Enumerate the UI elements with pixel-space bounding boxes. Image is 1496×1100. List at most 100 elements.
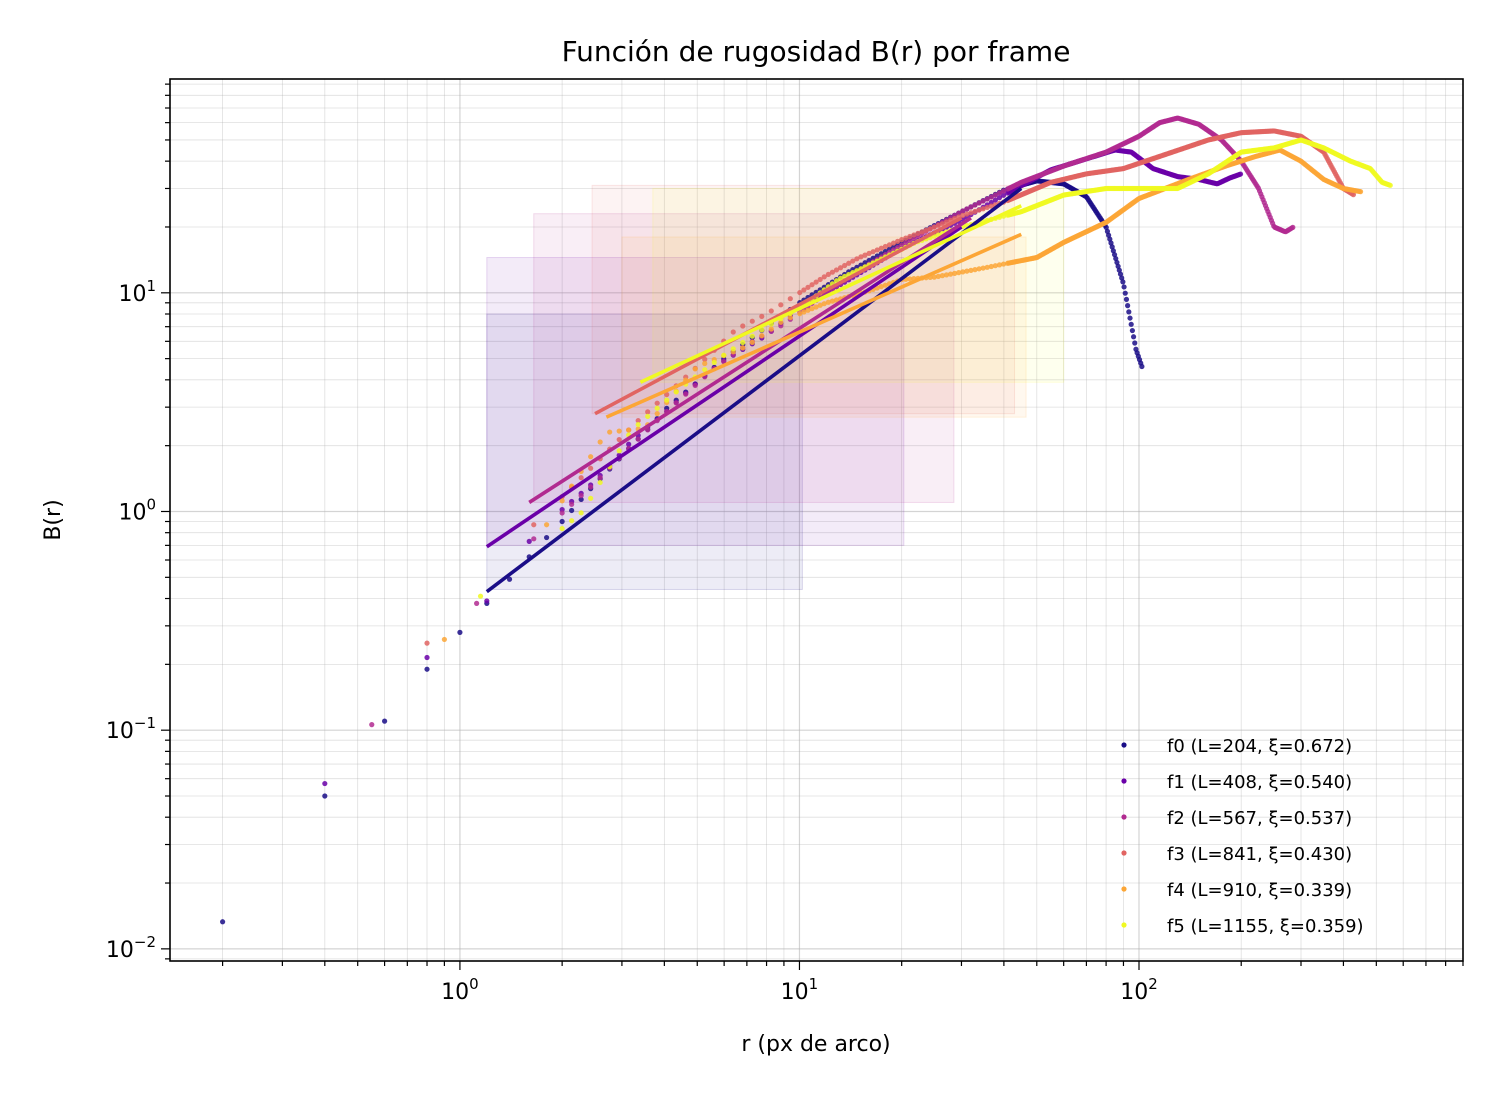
data-point-f2: [683, 391, 689, 397]
data-point-f3: [805, 284, 811, 290]
data-point-f0: [544, 534, 550, 541]
fit-line-f3: [594, 216, 963, 416]
data-point-f0: [1132, 340, 1138, 346]
data-point-f3: [702, 356, 708, 362]
data-point-f3: [866, 250, 872, 256]
data-point-f3: [664, 391, 670, 398]
data-point-f3: [931, 224, 937, 230]
y-tick-label: 100: [118, 495, 156, 525]
data-point-f3: [988, 203, 994, 209]
data-point-f4: [976, 266, 982, 272]
range-box-f4: [621, 236, 1027, 418]
data-point-f3: [927, 226, 933, 232]
data-point-f3: [862, 252, 868, 258]
data-point-f3: [890, 240, 897, 246]
data-point-f0: [1120, 279, 1126, 285]
legend-label: f2 (L=567, ξ=0.537): [1167, 808, 1352, 829]
data-point-f3: [825, 271, 831, 278]
legend-label: f0 (L=204, ξ=0.672): [1167, 736, 1352, 757]
axis-ticks: 100 101 102 10−2 10−1 100 101: [106, 83, 1464, 1005]
data-point-f0: [1121, 284, 1127, 290]
legend-item-f3: f3 (L=841, ξ=0.430): [1121, 844, 1352, 865]
data-point-f3: [874, 247, 880, 253]
data-point-f4: [692, 366, 698, 372]
data-point-f3: [923, 227, 929, 233]
data-point-f0: [457, 629, 463, 635]
data-point-f4: [809, 306, 815, 312]
data-point-f0: [220, 919, 226, 925]
data-point-f5: [664, 397, 670, 403]
data-point-f3: [842, 262, 848, 269]
data-point-f2: [996, 190, 1003, 196]
y-tick-label: 101: [118, 277, 156, 307]
data-point-f4: [597, 439, 603, 445]
data-point-f3: [911, 232, 917, 238]
plot-frame: [169, 78, 1464, 962]
data-point-f3: [616, 436, 622, 443]
data-point-f3: [858, 254, 864, 260]
data-point-f3: [899, 237, 905, 243]
data-point-f3: [919, 229, 925, 235]
data-point-f3: [787, 296, 793, 302]
data-point-f4: [441, 636, 447, 643]
data-point-f0: [1139, 363, 1145, 370]
data-point-f4: [544, 522, 550, 528]
data-point-f3: [424, 640, 430, 646]
data-point-f2: [968, 204, 974, 210]
data-point-f2: [956, 210, 962, 216]
data-point-f4: [821, 301, 827, 307]
fit-lines: [485, 187, 1023, 594]
x-tick-label: 102: [1120, 975, 1158, 1005]
data-point-f4: [980, 265, 986, 271]
data-point-f3: [886, 242, 893, 248]
data-point-f3: [817, 276, 823, 283]
series-f5: [477, 137, 1393, 599]
data-point-f4: [943, 272, 950, 278]
data-point-f2: [692, 382, 698, 389]
data-point-f4: [749, 339, 755, 345]
data-point-f4: [616, 428, 622, 434]
series-f4: [441, 147, 1364, 643]
data-point-f2: [597, 475, 603, 481]
data-point-f3: [984, 204, 990, 211]
data-point-f4: [996, 262, 1003, 268]
x-axis-label: r (px de arco): [741, 1032, 890, 1057]
data-point-f4: [817, 302, 823, 308]
data-point-f4: [768, 326, 774, 332]
data-point-f3: [578, 475, 584, 481]
data-point-f5: [597, 479, 603, 486]
data-point-f3: [935, 222, 941, 229]
legend-item-f4: f4 (L=910, ξ=0.339): [1121, 880, 1352, 901]
data-point-f4: [931, 274, 937, 280]
data-point-f5: [730, 346, 736, 352]
data-point-f5: [477, 593, 484, 599]
data-point-f3: [915, 230, 921, 236]
data-point-f3: [837, 265, 844, 271]
data-point-f2: [903, 240, 909, 246]
x-tick-label: 100: [441, 975, 479, 1005]
data-point-f4: [935, 273, 941, 279]
data-point-f0: [506, 576, 513, 582]
data-point-f1: [988, 199, 994, 206]
data-point-f4: [939, 273, 946, 279]
data-point-f5: [673, 389, 679, 395]
data-point-f2: [972, 202, 978, 208]
data-point-f3: [645, 409, 651, 415]
data-point-f4: [759, 333, 765, 339]
data-point-f4: [972, 267, 978, 273]
data-point-f4: [992, 263, 998, 269]
data-point-f3: [588, 465, 594, 471]
data-point-f4: [607, 429, 613, 435]
fit-line-f1: [485, 225, 963, 549]
data-point-f2: [899, 242, 905, 248]
data-point-f4: [588, 454, 594, 460]
legend-label: f3 (L=841, ξ=0.430): [1167, 844, 1352, 865]
data-point-f5: [559, 525, 565, 532]
data-point-f3: [829, 269, 836, 275]
data-point-f0: [322, 793, 328, 799]
data-point-f0: [1122, 290, 1128, 296]
data-point-f4: [964, 268, 970, 274]
data-point-f2: [721, 359, 727, 365]
legend-item-f2: f2 (L=567, ξ=0.537): [1121, 808, 1352, 829]
